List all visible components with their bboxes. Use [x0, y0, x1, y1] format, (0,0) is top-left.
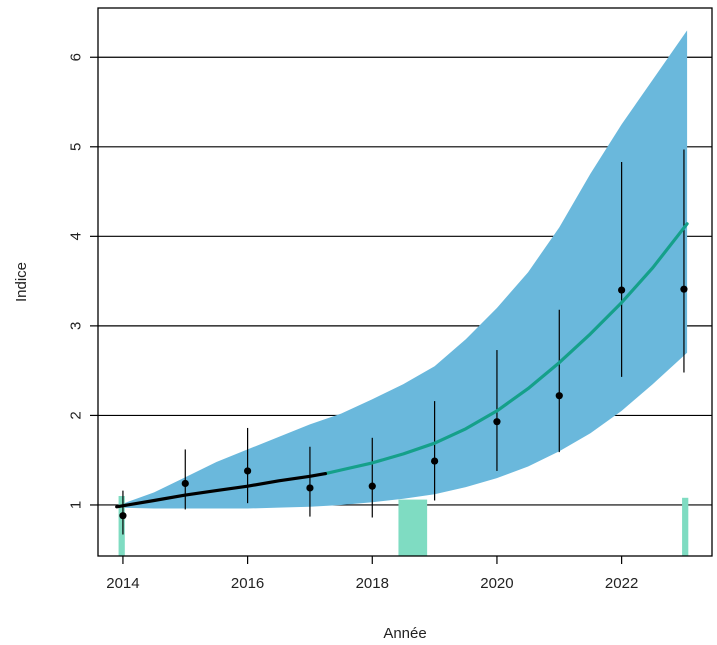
data-point	[119, 512, 127, 520]
y-tick-label: 1	[68, 501, 85, 509]
y-tick-label: 6	[68, 53, 85, 61]
y-axis: 1 2 3 4 5 6	[68, 53, 98, 509]
data-point	[306, 484, 314, 492]
x-axis: 2014 2016 2018 2020 2022	[106, 556, 638, 592]
y-axis-title: Indice	[13, 262, 30, 302]
data-point	[181, 479, 189, 488]
trend-line-projected	[323, 222, 689, 476]
data-point	[431, 457, 439, 465]
data-point	[244, 467, 252, 475]
data-point	[680, 285, 688, 293]
y-tick-label: 2	[68, 411, 85, 419]
x-axis-title: Année	[383, 625, 426, 642]
data-point	[555, 392, 563, 400]
x-tick-label: 2014	[106, 575, 139, 592]
plot-frame	[97, 7, 713, 557]
highlight-bar	[118, 496, 125, 556]
data-point	[368, 482, 376, 490]
y-tick-label: 5	[68, 143, 85, 151]
y-tick-label: 4	[68, 232, 85, 240]
trend-lines	[115, 222, 689, 509]
y-tick-label: 3	[68, 322, 85, 330]
x-tick-label: 2020	[480, 575, 513, 592]
highlight-bars	[118, 496, 689, 556]
data-point	[618, 286, 626, 294]
data-points	[119, 285, 688, 520]
data-point	[493, 418, 501, 426]
confidence-band	[116, 30, 688, 509]
gridlines	[98, 56, 712, 506]
highlight-bar	[682, 497, 689, 556]
x-tick-label: 2022	[605, 575, 638, 592]
x-tick-label: 2016	[231, 575, 264, 592]
x-tick-label: 2018	[356, 575, 389, 592]
highlight-bar	[398, 499, 428, 556]
confidence-band-area	[116, 30, 688, 509]
trend-line-observed	[115, 472, 328, 509]
